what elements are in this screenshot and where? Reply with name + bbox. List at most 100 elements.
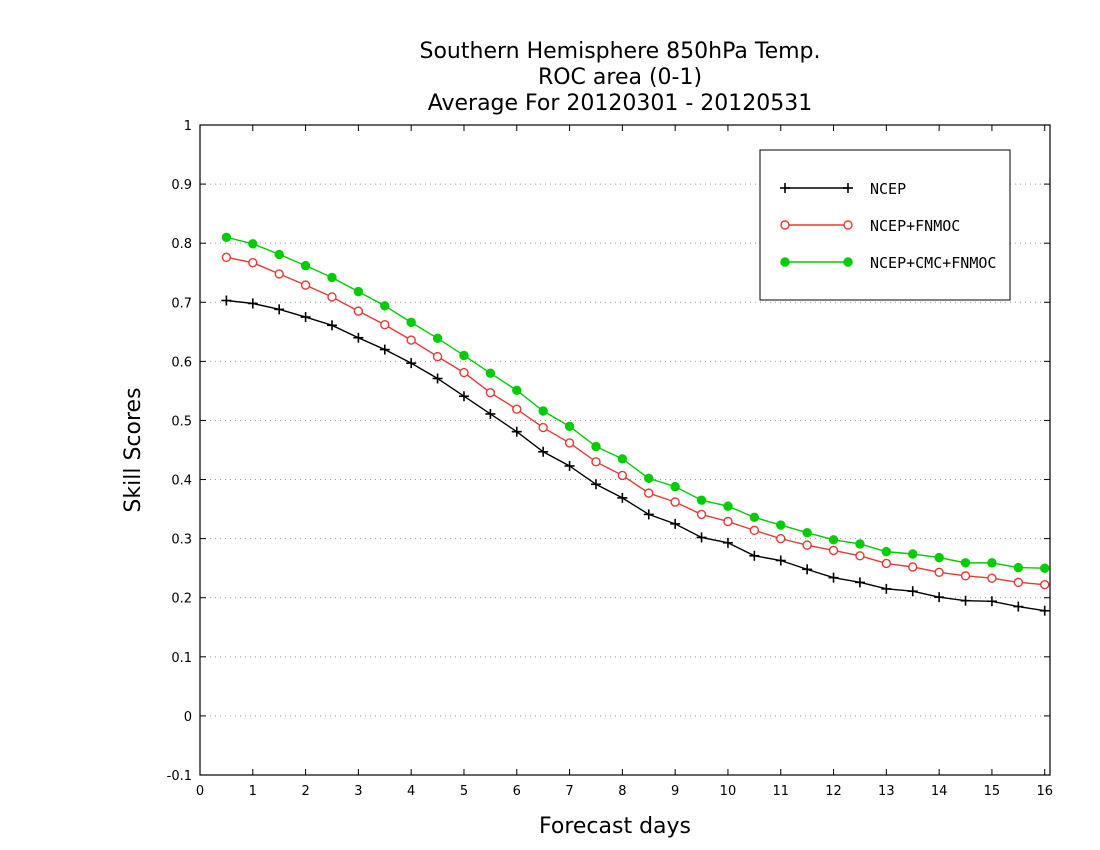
- data-point: [855, 551, 865, 561]
- chart-title: Southern Hemisphere 850hPa Temp.ROC area…: [420, 39, 821, 116]
- data-point: [1040, 580, 1050, 590]
- data-point: [881, 546, 892, 557]
- data-point: [406, 317, 416, 328]
- data-point: [775, 555, 786, 566]
- data-point: [432, 373, 443, 384]
- data-point: [485, 387, 496, 398]
- data-point: [432, 333, 443, 344]
- data-point: [406, 358, 417, 369]
- data-point: [670, 481, 680, 492]
- y-tick-label: 0.6: [171, 355, 192, 370]
- x-tick-label: 5: [460, 784, 468, 799]
- data-point: [908, 549, 918, 559]
- data-point: [300, 260, 311, 271]
- x-tick-label: 3: [354, 784, 362, 799]
- chart-title-line: Southern Hemisphere 850hPa Temp.: [420, 39, 821, 64]
- data-point: [617, 492, 628, 503]
- data-point: [696, 509, 707, 520]
- data-point: [353, 286, 364, 297]
- x-tick-label: 9: [671, 784, 679, 799]
- y-tick-label: 0.4: [171, 474, 192, 489]
- data-point: [749, 525, 760, 536]
- legend-label: NCEP: [870, 180, 906, 198]
- data-point: [776, 533, 786, 544]
- chart-title-line: ROC area (0-1): [538, 65, 702, 90]
- data-point: [538, 422, 548, 433]
- data-point: [723, 501, 733, 511]
- x-tick-label: 14: [931, 784, 948, 799]
- data-point: [590, 479, 601, 490]
- data-point: [327, 292, 337, 302]
- data-point: [696, 495, 707, 505]
- y-tick-label: 0: [184, 710, 192, 725]
- data-point: [617, 454, 628, 464]
- y-axis: -0.1 0 0.1 0.2 0.3 0.4 0.5 0.6 0.7 0.8 0.9 1: [167, 119, 1050, 784]
- data-point: [564, 421, 575, 432]
- data-point: [248, 239, 258, 249]
- data-point: [458, 391, 469, 402]
- data-point: [802, 564, 813, 575]
- chart-title-line: Average For 20120301 - 20120531: [428, 91, 813, 116]
- data-point: [644, 488, 654, 498]
- legend-marker: [780, 257, 790, 267]
- data-point: [564, 460, 575, 471]
- x-tick-label: 0: [196, 784, 204, 799]
- data-point: [960, 558, 971, 568]
- x-tick-label: 7: [565, 784, 573, 799]
- legend-label: NCEP+CMC+FNMOC: [870, 254, 996, 272]
- legend-item: NCEP+CMC+FNMOC: [780, 254, 996, 272]
- data-point: [934, 552, 944, 563]
- legend-marker: [780, 220, 790, 230]
- y-tick-label: 0.2: [171, 592, 192, 607]
- data-point: [274, 304, 285, 315]
- data-point: [459, 350, 469, 361]
- legend-marker: [843, 183, 853, 193]
- y-tick-label: 0.8: [171, 237, 192, 252]
- data-point: [828, 572, 839, 583]
- x-tick-label: 1: [249, 784, 257, 799]
- x-tick-label: 13: [878, 784, 895, 799]
- data-point: [855, 539, 865, 549]
- y-tick-label: 0.5: [171, 414, 192, 429]
- data-point: [485, 408, 496, 419]
- data-point: [749, 512, 760, 523]
- data-point: [1013, 601, 1024, 612]
- x-tick-label: 12: [825, 784, 842, 799]
- x-axis-label: Forecast days: [539, 814, 691, 839]
- y-tick-label: 1: [184, 119, 192, 134]
- data-point: [802, 540, 812, 550]
- series-line: [226, 299, 1045, 612]
- data-point: [960, 595, 971, 606]
- series-ncep: [221, 295, 1050, 616]
- legend-marker: [843, 220, 853, 230]
- data-point: [802, 528, 812, 538]
- data-point: [247, 298, 258, 309]
- data-point: [353, 332, 364, 343]
- x-axis: 0 1 2 3 4 5 6 7 8 9 10 11 12 13 14 15 16: [196, 125, 1053, 799]
- grid-lines: [200, 183, 1050, 717]
- data-point: [749, 550, 760, 561]
- data-point: [591, 457, 601, 467]
- data-point: [591, 441, 601, 452]
- legend-marker: [780, 183, 790, 193]
- data-point: [511, 426, 522, 437]
- x-tick-label: 10: [720, 784, 737, 799]
- data-point: [221, 252, 232, 263]
- data-point: [723, 516, 733, 527]
- data-point: [987, 573, 997, 583]
- data-point: [881, 583, 892, 594]
- y-tick-label: 0.9: [171, 178, 192, 193]
- x-tick-label: 11: [772, 784, 789, 799]
- data-point: [670, 518, 681, 529]
- plot-frame: [199, 124, 1051, 776]
- data-point: [300, 312, 311, 323]
- data-point: [485, 368, 496, 378]
- data-point: [248, 257, 258, 268]
- data-point: [327, 272, 337, 283]
- x-tick-label: 4: [407, 784, 415, 799]
- x-tick-label: 16: [1036, 784, 1053, 799]
- data-point: [1040, 563, 1050, 573]
- x-tick-label: 15: [984, 784, 1001, 799]
- data-point: [221, 232, 232, 242]
